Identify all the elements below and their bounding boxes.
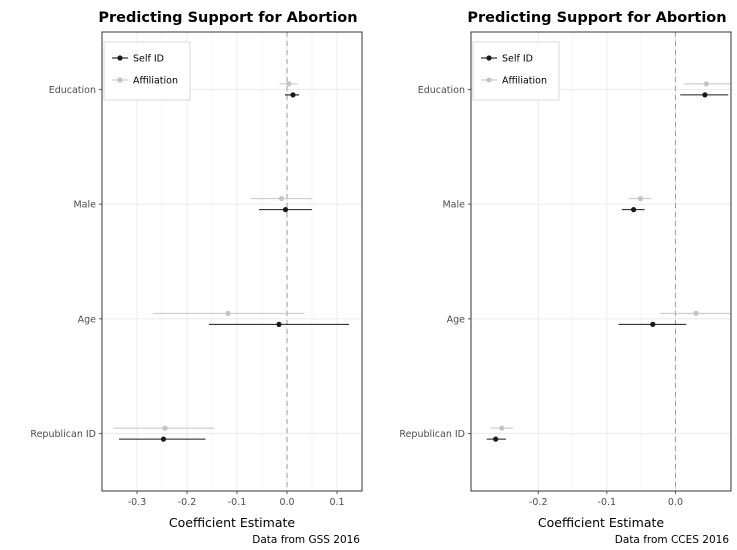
point-affiliation	[703, 81, 709, 87]
panel-border	[470, 31, 732, 492]
x-tick-label: -0.2	[178, 497, 197, 508]
point-self-id	[160, 436, 167, 442]
y-tick-label: Male	[442, 200, 465, 211]
legend-label: Affiliation	[502, 76, 547, 87]
legend-key-point	[117, 77, 123, 83]
point-self-id	[650, 321, 656, 327]
x-tick-label: -0.1	[228, 497, 247, 508]
point-affiliation	[162, 425, 168, 431]
point-self-id	[282, 207, 289, 213]
point-affiliation	[637, 196, 644, 202]
y-tick-label: Education	[418, 85, 465, 96]
legend-label: Self ID	[133, 54, 164, 65]
x-tick-label: 0.0	[668, 497, 683, 508]
point-self-id	[290, 92, 296, 98]
legend-box	[472, 41, 560, 101]
legend-key-point	[486, 55, 492, 61]
chart-title: Predicting Support for Abortion	[98, 10, 357, 26]
point-self-id	[276, 321, 282, 327]
x-tick-label: 0.1	[329, 497, 344, 508]
chart-caption: Data from CCES 2016	[615, 534, 730, 546]
panel-border	[101, 31, 363, 492]
x-tick-label: -0.3	[128, 497, 147, 508]
chart-panel-2: Predicting Support for Abortion Education…	[399, 10, 732, 546]
x-axis-title: Coefficient Estimate	[538, 515, 665, 530]
x-tick-label: -0.2	[529, 497, 548, 508]
y-tick-label: Age	[447, 314, 466, 325]
legend-box	[103, 41, 191, 101]
legend-key-point	[486, 77, 492, 83]
point-affiliation	[225, 310, 231, 316]
chart-caption: Data from GSS 2016	[252, 534, 360, 546]
legend-label: Affiliation	[133, 76, 178, 87]
legend-key-point	[117, 55, 123, 61]
point-affiliation	[499, 425, 505, 431]
chart-title: Predicting Support for Abortion	[467, 10, 726, 26]
x-axis-title: Coefficient Estimate	[169, 515, 296, 530]
y-tick-label: Education	[49, 85, 96, 96]
point-self-id	[630, 207, 637, 213]
point-self-id	[702, 92, 708, 98]
point-affiliation	[278, 196, 285, 202]
x-tick-label: -0.1	[598, 497, 617, 508]
x-tick-label: 0.0	[279, 497, 294, 508]
legend: Self ID Affiliation	[103, 41, 191, 101]
point-affiliation	[286, 81, 292, 87]
legend: Self ID Affiliation	[472, 41, 560, 101]
y-tick-label: Male	[73, 200, 96, 211]
point-self-id	[493, 436, 499, 442]
legend-label: Self ID	[502, 54, 533, 65]
y-tick-label: Republican ID	[399, 429, 465, 440]
y-tick-label: Age	[78, 314, 97, 325]
chart-panel-1: Predicting Support for Abortion Education…	[30, 10, 363, 546]
point-affiliation	[693, 310, 699, 316]
y-tick-label: Republican ID	[30, 429, 96, 440]
